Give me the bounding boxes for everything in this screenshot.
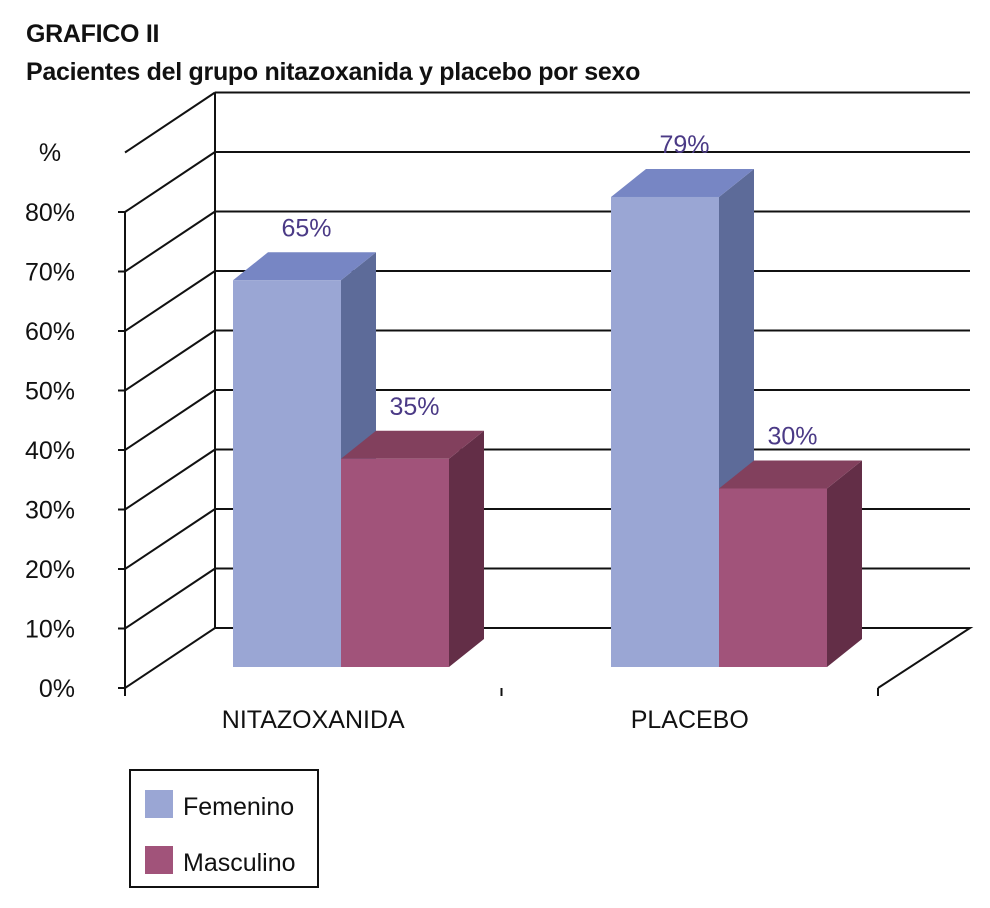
bar-front-face bbox=[233, 280, 341, 667]
bar-front-face bbox=[611, 196, 719, 667]
y-tick-label: 70% bbox=[25, 259, 75, 287]
data-label: 30% bbox=[767, 423, 817, 451]
y-tick-label: 60% bbox=[25, 318, 75, 346]
bar-masculino-placebo bbox=[719, 460, 862, 667]
bar-top-face bbox=[233, 252, 376, 281]
data-labels: 65% 79% 35% 30% bbox=[281, 131, 817, 451]
data-label: 65% bbox=[281, 214, 331, 242]
side-wall-line bbox=[124, 270, 216, 332]
side-wall-line bbox=[124, 329, 216, 392]
floor-outline bbox=[124, 627, 974, 689]
side-wall-line bbox=[124, 448, 216, 511]
legend-label: Femenino bbox=[183, 793, 294, 821]
x-tick-label: PLACEBO bbox=[631, 706, 749, 734]
legend-label: Masculino bbox=[183, 849, 296, 877]
y-tick-label: 40% bbox=[25, 437, 75, 465]
chart-title: GRAFICO II bbox=[26, 20, 160, 48]
side-wall-line bbox=[124, 389, 216, 451]
y-tick-label: 0% bbox=[39, 675, 75, 703]
bar-side-face bbox=[449, 430, 484, 667]
bar-front-face bbox=[719, 488, 827, 667]
legend-swatch bbox=[145, 790, 173, 818]
y-tick-label: 20% bbox=[25, 556, 75, 584]
y-tick-label: 50% bbox=[25, 378, 75, 406]
bar-top-face bbox=[341, 430, 484, 459]
side-wall-line bbox=[124, 508, 216, 570]
bar-top-face bbox=[719, 460, 862, 489]
y-axis-unit-label: % bbox=[39, 139, 61, 167]
x-tick-label: NITAZOXANIDA bbox=[222, 706, 405, 734]
bar-top-face bbox=[611, 168, 754, 197]
legend-swatch bbox=[145, 846, 173, 874]
side-wall-line bbox=[124, 151, 216, 213]
legend: Femenino Masculino bbox=[129, 769, 319, 888]
y-tick-label: 30% bbox=[25, 497, 75, 525]
x-axis: NITAZOXANIDA PLACEBO bbox=[124, 688, 879, 734]
data-label: 35% bbox=[389, 393, 439, 421]
side-wall-line bbox=[124, 567, 216, 630]
bar-side-face bbox=[827, 460, 862, 667]
bars bbox=[233, 168, 862, 667]
y-tick-label: 80% bbox=[25, 199, 75, 227]
bar-front-face bbox=[341, 458, 449, 667]
y-axis: 0% 10% 20% 30% 40% 50% 60% 70% 80%% bbox=[25, 139, 126, 703]
y-tick-label: 10% bbox=[25, 616, 75, 644]
side-wall-line bbox=[124, 210, 216, 273]
chart-subtitle: Pacientes del grupo nitazoxanida y place… bbox=[26, 58, 641, 86]
side-wall-line bbox=[124, 91, 216, 154]
bar-masculino-nitazoxanida bbox=[341, 430, 484, 667]
data-label: 79% bbox=[659, 131, 709, 159]
